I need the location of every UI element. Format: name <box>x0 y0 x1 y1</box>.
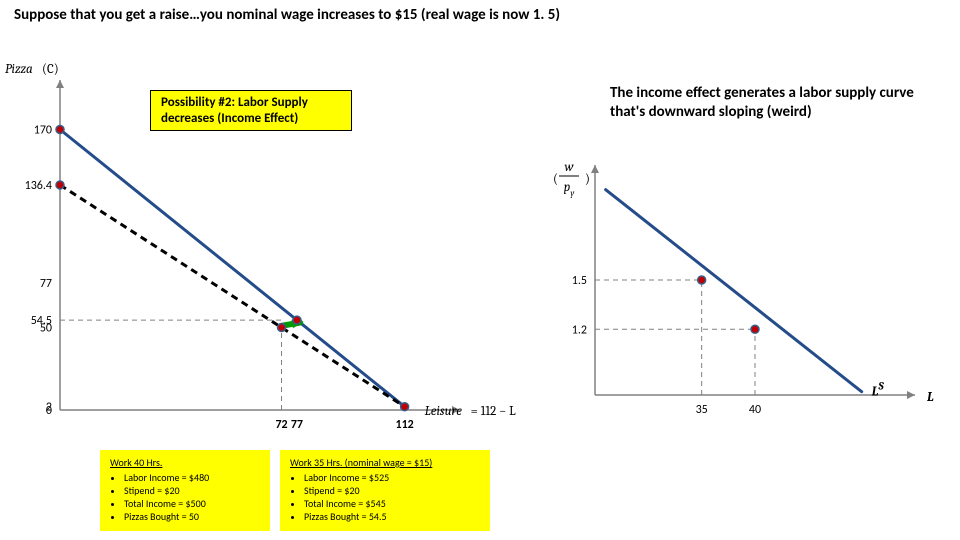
info-item: Labor Income = $525 <box>304 471 480 484</box>
svg-text:LS: LS <box>871 379 885 400</box>
info-item: Total Income = $545 <box>304 497 480 510</box>
svg-text:(C): (C) <box>42 62 59 77</box>
svg-text:40: 40 <box>749 403 761 417</box>
income-effect-note: The income effect generates a labor supp… <box>610 84 940 122</box>
info-list: Labor Income = $480 Stipend = $20 Total … <box>110 471 260 523</box>
labor-supply-chart: () w py L 1.5 1.2 35 40 LS <box>540 135 960 445</box>
svg-text:L: L <box>926 390 934 405</box>
svg-text:1.5: 1.5 <box>572 274 587 288</box>
svg-text:77: 77 <box>40 277 52 291</box>
info-work-40: Work 40 Hrs. Labor Income = $480 Stipend… <box>100 450 270 531</box>
svg-text:136.4: 136.4 <box>25 179 52 193</box>
svg-text:(: ( <box>553 172 558 187</box>
svg-text:50: 50 <box>40 322 52 336</box>
svg-text:): ) <box>585 172 590 187</box>
info-item: Labor Income = $480 <box>124 471 260 484</box>
info-item: Total Income = $500 <box>124 497 260 510</box>
svg-text:35: 35 <box>696 403 708 417</box>
page-heading: Suppose that you get a raise…you nominal… <box>14 6 560 24</box>
svg-text:112: 112 <box>395 418 413 432</box>
svg-text:1.2: 1.2 <box>572 323 587 337</box>
svg-text:77: 77 <box>291 418 303 432</box>
svg-text:py: py <box>564 180 575 199</box>
info-list: Labor Income = $525 Stipend = $20 Total … <box>290 471 480 523</box>
svg-text:w: w <box>564 160 574 175</box>
info-work-35: Work 35 Hrs. (nominal wage = $15) Labor … <box>280 450 490 531</box>
info-item: Stipend = $20 <box>124 484 260 497</box>
info-item: Stipend = $20 <box>304 484 480 497</box>
svg-text:= 112 − L: = 112 − L <box>471 404 517 419</box>
info-item: Pizzas Bought = 50 <box>124 510 260 523</box>
info-title: Work 40 Hrs. <box>110 456 260 469</box>
svg-text:Pizza: Pizza <box>5 62 33 77</box>
info-title: Work 35 Hrs. (nominal wage = $15) <box>290 456 480 469</box>
svg-text:170: 170 <box>34 124 52 138</box>
svg-text:72: 72 <box>275 418 287 432</box>
info-item: Pizzas Bought = 54.5 <box>304 510 480 523</box>
budget-constraint-chart: Pizza(C)170136.47754.550207277112Leisure… <box>0 55 520 455</box>
svg-text:Leisure: Leisure <box>425 404 463 419</box>
svg-text:0: 0 <box>46 404 52 418</box>
